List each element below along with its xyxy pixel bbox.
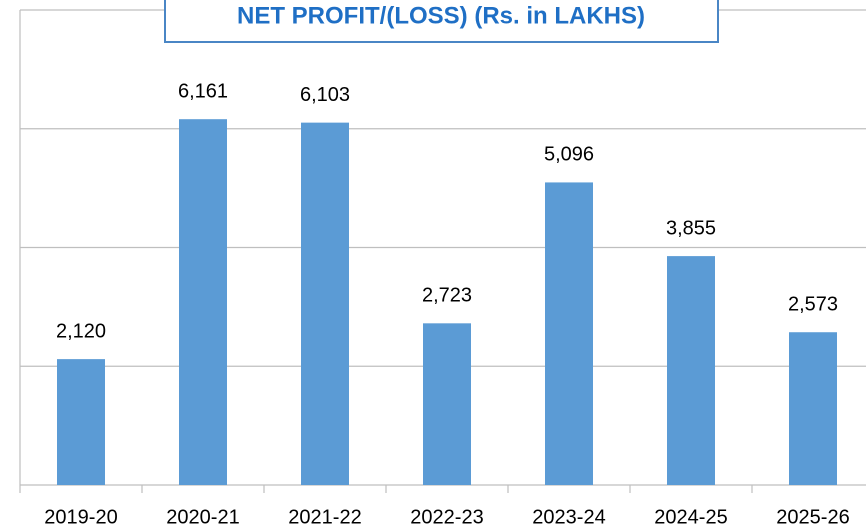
bar (301, 122, 349, 486)
title-box (164, 0, 719, 43)
value-label: 2,723 (422, 285, 472, 307)
bar (789, 332, 837, 485)
x-tick-label: 2024-25 (654, 506, 727, 528)
bar (57, 359, 105, 485)
chart-title: NET PROFIT/(LOSS) (Rs. in LAKHS) (237, 2, 645, 29)
value-label: 2,120 (56, 320, 106, 342)
value-label: 3,855 (666, 217, 716, 239)
x-tick-label: 2022-23 (410, 506, 483, 528)
value-label: 2,573 (788, 294, 838, 316)
x-tick-label: 2020-21 (166, 506, 239, 528)
bar (423, 323, 471, 485)
bar (545, 182, 593, 486)
x-tick-label: 2025-26 (776, 506, 849, 528)
x-tick-label: 2023-24 (532, 506, 605, 528)
value-label: 6,103 (300, 84, 350, 106)
value-label: 6,161 (178, 80, 228, 102)
value-label: 5,096 (544, 144, 594, 166)
x-tick-label: 2021-22 (288, 506, 361, 528)
bar (179, 119, 227, 486)
x-tick-label: 2019-20 (44, 506, 117, 528)
bar (667, 256, 715, 485)
